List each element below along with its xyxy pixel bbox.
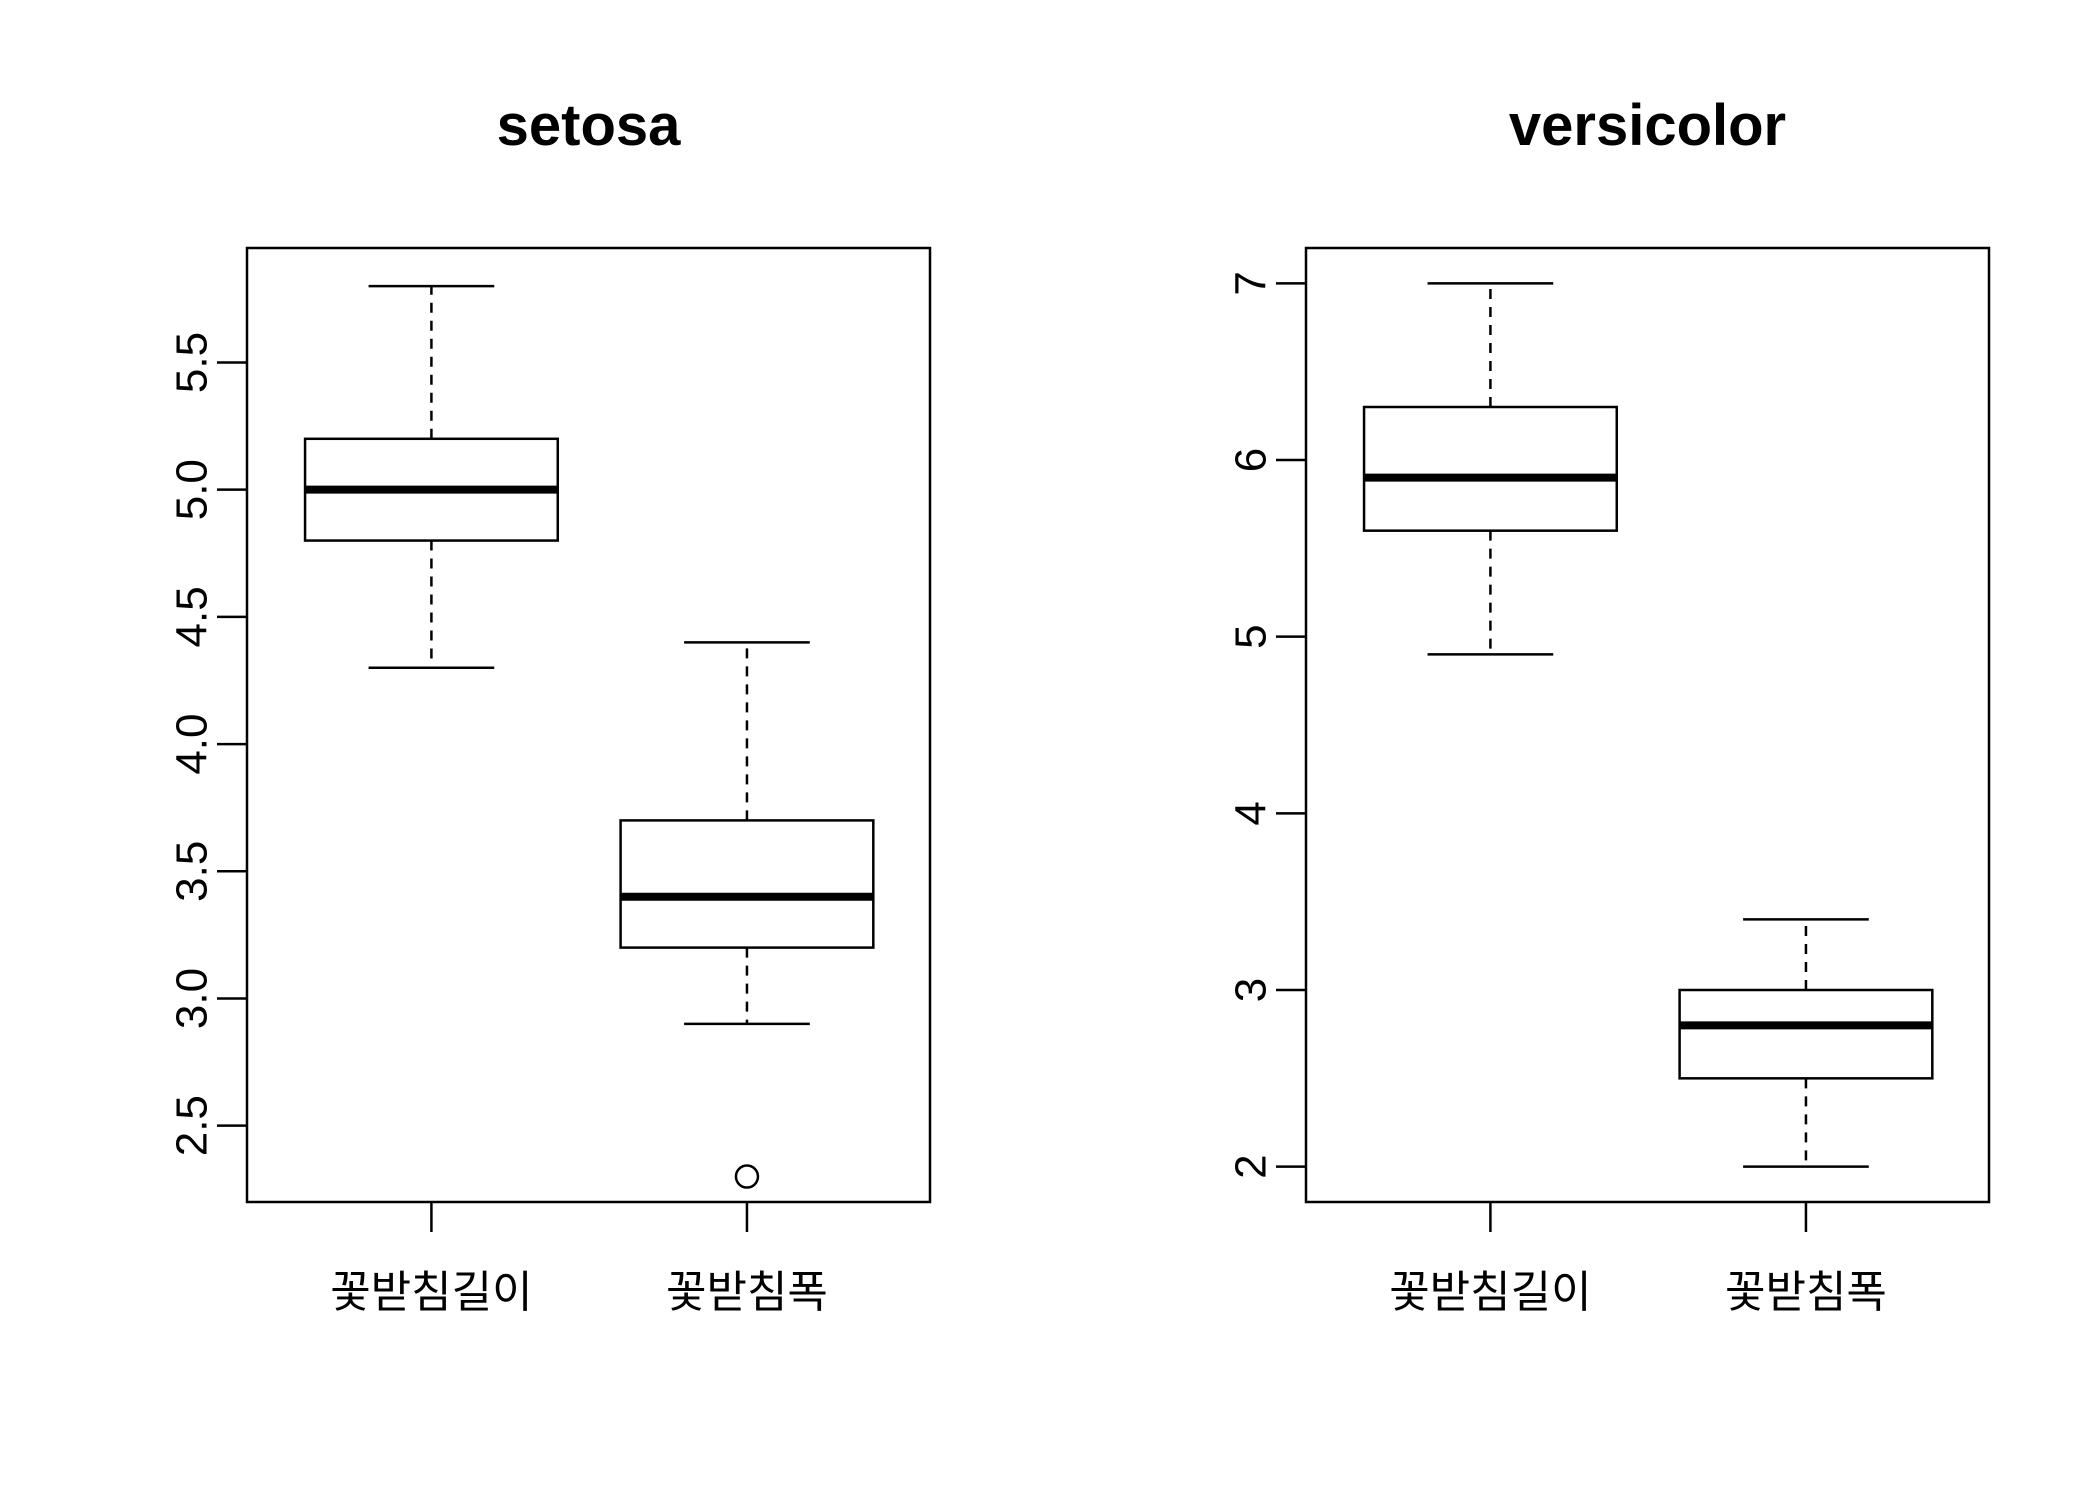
box-1 [1362, 282, 1619, 656]
chart-title: setosa [497, 93, 682, 158]
y-tick-label: 3.0 [168, 968, 217, 1029]
y-tick-label: 6 [1227, 448, 1276, 472]
x-tick-label: 꽃받침폭 [1725, 1268, 1887, 1317]
y-tick-label: 2.5 [168, 1095, 217, 1156]
plot-frame [245, 246, 932, 1204]
outlier-point [734, 1164, 760, 1189]
box-2 [619, 641, 875, 1189]
y-tick-label: 5.0 [168, 459, 217, 520]
y-tick-label: 5.5 [168, 332, 217, 393]
y-tick-label: 7 [1227, 271, 1276, 295]
iqr-box [1678, 988, 1934, 1080]
box-2 [1678, 918, 1934, 1168]
plot-frame [1304, 246, 1991, 1204]
x-tick-label: 꽃받침길이 [330, 1268, 532, 1317]
box-1 [303, 284, 560, 670]
chart-title: versicolor [1509, 93, 1786, 158]
y-tick-label: 5 [1227, 624, 1276, 648]
y-tick-label: 3.5 [168, 841, 217, 902]
y-tick-label: 3 [1227, 978, 1276, 1002]
chart-panel-2: versicolor 2 3 4 5 6 7 꽃받침길이 꽃받침폭 [1227, 93, 1991, 1317]
y-tick-label: 4.0 [168, 713, 217, 774]
iqr-box [619, 819, 875, 949]
x-tick-label: 꽃받침폭 [666, 1268, 828, 1317]
y-tick-label: 4.5 [168, 586, 217, 647]
y-tick-label: 4 [1227, 801, 1276, 825]
iqr-box [1362, 405, 1619, 532]
chart-panel-1: setosa 2.5 3.0 3.5 4.0 4.5 5.0 5.5 꽃받침길이 꽃받침폭 [168, 93, 932, 1317]
y-tick-label: 2 [1227, 1154, 1276, 1178]
x-tick-label: 꽃받침길이 [1389, 1268, 1591, 1317]
